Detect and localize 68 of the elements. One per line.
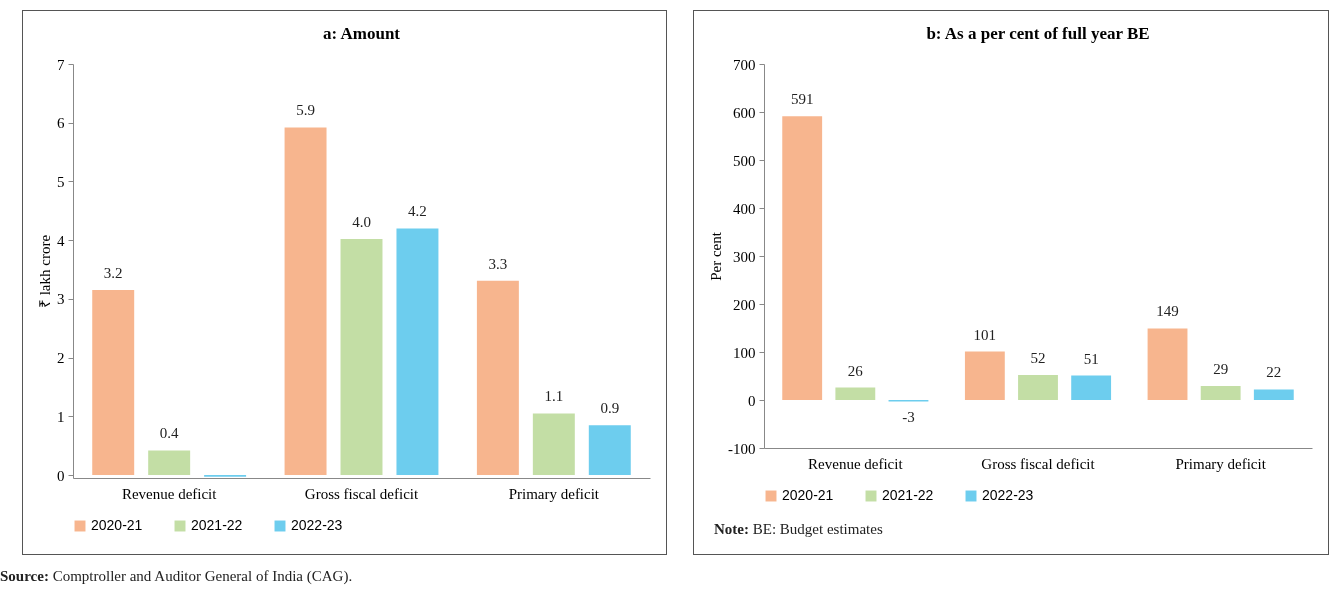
data-label: 101	[973, 326, 997, 343]
y-tick-label: 100	[733, 344, 756, 361]
y-tick-label: 2	[57, 350, 65, 367]
y-tick-label: 3	[57, 291, 65, 308]
y-tick-label: 600	[733, 104, 756, 121]
x-tick-label: Primary deficit	[508, 485, 600, 502]
bar	[340, 239, 383, 476]
bar	[1147, 328, 1188, 400]
y-tick-label: 300	[733, 248, 756, 265]
legend-label: 2021-22	[882, 487, 934, 503]
text: Note: BE: Budget estimates	[714, 521, 883, 538]
data-label: 591	[790, 91, 814, 108]
chart-title: b: As a per cent of full year BE	[926, 24, 1150, 43]
data-label: 4.2	[408, 203, 427, 220]
x-tick-label: Primary deficit	[1175, 455, 1267, 472]
y-tick-label: 5	[57, 173, 65, 190]
data-label: 0.4	[159, 425, 180, 442]
bar	[1200, 386, 1241, 400]
x-tick-label: Revenue deficit	[808, 455, 904, 472]
bar	[532, 413, 575, 476]
y-tick-label: 200	[733, 296, 756, 313]
data-label: -3	[902, 409, 915, 426]
y-tick-label: 0	[748, 392, 756, 409]
y-tick-label: 0	[57, 467, 65, 484]
y-tick-label: 7	[57, 56, 65, 73]
data-label: 3.3	[488, 255, 508, 272]
legend-label: 2020-21	[91, 517, 143, 533]
data-label: 3.2	[103, 265, 123, 282]
y-tick-label: 500	[733, 152, 756, 169]
bar	[1018, 375, 1058, 400]
y-tick-label: 6	[57, 115, 65, 132]
data-label: 22	[1266, 364, 1282, 381]
chart-title: a: Amount	[323, 24, 401, 43]
legend-label: 2022-23	[982, 487, 1034, 503]
bar	[396, 228, 439, 476]
legend-label: 2022-23	[291, 517, 343, 533]
bar	[964, 351, 1005, 400]
x-tick-label: Gross fiscal deficit	[304, 485, 419, 502]
y-tick-label: 1	[57, 408, 65, 425]
bar	[92, 290, 135, 476]
source-note: Source: Comptroller and Auditor General of India (CAG).	[0, 568, 353, 585]
y-tick-label: 400	[733, 200, 756, 217]
y-tick-label: -100	[728, 440, 756, 457]
bar	[148, 450, 191, 476]
x-tick-label: Revenue deficit	[121, 485, 218, 502]
bar	[835, 387, 876, 400]
data-label: 149	[1156, 303, 1179, 320]
data-label: 0.9	[600, 400, 620, 417]
y-tick-label: 4	[57, 232, 65, 249]
data-label: 5.9	[296, 102, 315, 119]
y-tick-label: 700	[733, 56, 756, 73]
bar	[1071, 375, 1112, 400]
data-label: 52	[1030, 350, 1046, 367]
bar	[476, 280, 519, 476]
y-axis-title: Per cent	[708, 231, 724, 281]
data-label: 29	[1213, 361, 1229, 378]
data-label: 4.0	[352, 214, 371, 230]
bar	[782, 116, 823, 400]
data-label: 1.1	[544, 388, 564, 405]
bar	[588, 425, 631, 476]
legend-label: 2021-22	[191, 517, 243, 533]
x-tick-label: Gross fiscal deficit	[981, 455, 1096, 472]
data-label: 26	[847, 362, 864, 379]
y-axis-title: ₹ lakh crore	[37, 234, 53, 309]
bar	[1253, 389, 1294, 400]
legend-label: 2020-21	[782, 487, 834, 503]
bar	[284, 127, 327, 476]
data-label: 51	[1083, 350, 1099, 367]
